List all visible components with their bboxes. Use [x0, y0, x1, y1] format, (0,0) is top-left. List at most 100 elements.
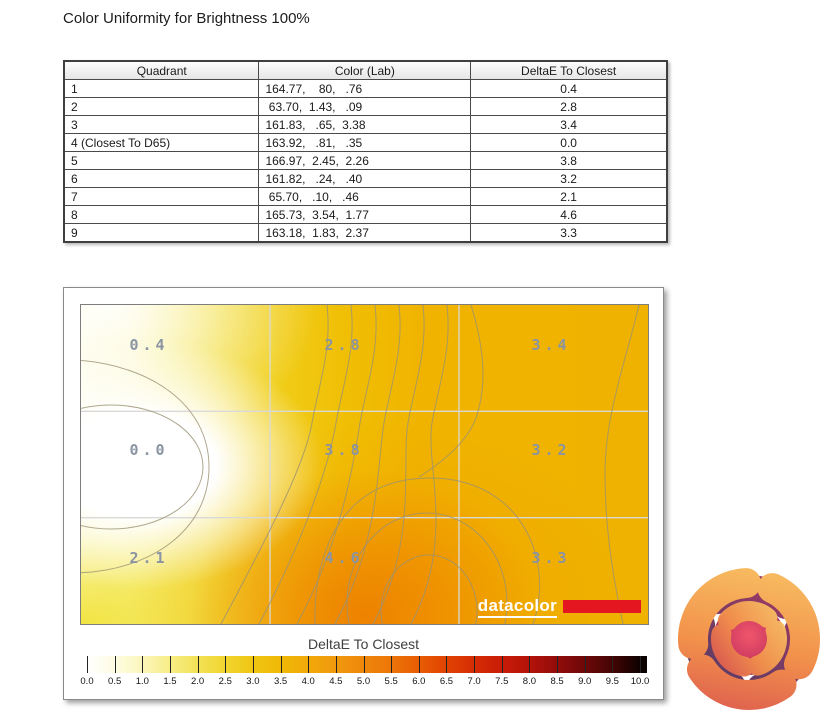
table-row: 7 65.70, .10, .46 2.1 [63, 187, 668, 206]
datacolor-logo-red-bar [563, 600, 641, 613]
brand-swirl-logo [678, 568, 820, 710]
colorbar-tick [557, 656, 559, 673]
cell-delta-e: 2.8 [470, 97, 668, 116]
uniformity-table: Quadrant Color (Lab) DeltaE To Closest 1… [63, 60, 668, 243]
colorbar-tick-label: 1.5 [163, 676, 177, 687]
cell-quadrant: 7 [63, 187, 260, 206]
colorbar-tick-label: 4.0 [301, 676, 315, 687]
colorbar-tick [363, 656, 365, 673]
cell-quadrant: 5 [63, 151, 260, 170]
colorbar-tick-label: 6.0 [412, 676, 426, 687]
colorbar-tick [418, 656, 420, 673]
colorbar-tick [391, 656, 393, 673]
colorbar-tick-label: 10.0 [630, 676, 650, 687]
cell-value: 3.4 [531, 335, 571, 354]
table-row: 9 163.18, 1.83, 2.37 3.3 [63, 223, 668, 243]
colorbar-tick [335, 656, 337, 673]
cell-color-lab: 165.73, 3.54, 1.77 [258, 205, 472, 224]
cell-color-lab: 63.70, 1.43, .09 [258, 97, 472, 116]
cell-quadrant: 8 [63, 205, 260, 224]
cell-value: 0.0 [129, 441, 169, 460]
cell-color-lab: 163.92, .81, .35 [258, 133, 472, 152]
cell-color-lab: 164.77, 80, .76 [258, 79, 472, 98]
colorbar-tick [225, 656, 227, 673]
table-row: 8 165.73, 3.54, 1.77 4.6 [63, 205, 668, 224]
table-row: 3 161.83, .65, 3.38 3.4 [63, 115, 668, 134]
colorbar-title: DeltaE To Closest [307, 636, 419, 652]
cell-value: 3.3 [531, 548, 571, 567]
colorbar-tick-labels: 0.0 0.5 1.0 1.5 2.0 2.5 3.0 3.5 4.0 4.5 5.0 5.5 6.0 6… [80, 676, 650, 689]
colorbar-tick [252, 656, 254, 673]
colorbar-tick-label: 8.5 [550, 676, 564, 687]
colorbar-tick [114, 656, 116, 673]
header-color-lab: Color (Lab) [258, 60, 472, 80]
cell-color-lab: 161.83, .65, 3.38 [258, 115, 472, 134]
cell-color-lab: 161.82, .24, .40 [258, 169, 472, 188]
colorbar-tick [308, 656, 310, 673]
colorbar-tick-label: 1.0 [135, 676, 149, 687]
colorbar-tick [640, 656, 641, 673]
cell-delta-e: 0.0 [470, 133, 668, 152]
colorbar-tick [142, 656, 144, 673]
cell-delta-e: 4.6 [470, 205, 668, 224]
cell-quadrant: 2 [63, 97, 260, 116]
colorbar-tick [474, 656, 476, 673]
colorbar [80, 656, 647, 673]
colorbar-tick [584, 656, 586, 673]
colorbar-tick [87, 656, 88, 673]
colorbar-tick-label: 0.5 [108, 676, 122, 687]
colorbar-tick-label: 6.5 [439, 676, 454, 687]
colorbar-tick [169, 656, 171, 673]
colorbar-tick-label: 5.5 [384, 676, 398, 687]
colorbar-tick-label: 9.5 [605, 676, 619, 687]
table-row: 1 164.77, 80, .76 0.4 [63, 79, 668, 98]
colorbar-tick-label: 0.0 [80, 676, 94, 687]
colorbar-tick-label: 2.5 [218, 676, 232, 687]
cell-color-lab: 65.70, .10, .46 [258, 187, 472, 206]
table-row: 6 161.82, .24, .40 3.2 [63, 169, 668, 188]
quadrant-grid-lines [81, 305, 648, 624]
table-row: 2 63.70, 1.43, .09 2.8 [63, 97, 668, 116]
table-row: 5 166.97, 2.45, 2.26 3.8 [63, 151, 668, 170]
table-row: 4 (Closest To D65) 163.92, .81, .35 0.0 [63, 133, 668, 152]
colorbar-tick [612, 656, 614, 673]
colorbar-tick-label: 4.5 [329, 676, 343, 687]
colorbar-tick-label: 9.0 [578, 676, 592, 687]
colorbar-tick-label: 7.0 [467, 676, 481, 687]
cell-quadrant: 3 [63, 115, 260, 134]
datacolor-logo-text: datacolor [477, 597, 557, 618]
cell-delta-e: 3.8 [470, 151, 668, 170]
header-quadrant: Quadrant [63, 60, 260, 80]
colorbar-tick-label: 7.5 [495, 676, 509, 687]
cell-value: 3.2 [531, 441, 571, 460]
colorbar-tick [197, 656, 199, 673]
colorbar-tick [446, 656, 448, 673]
colorbar-tick [280, 656, 282, 673]
colorbar-tick-label: 3.0 [246, 676, 260, 687]
colorbar-tick-label: 8.0 [522, 676, 536, 687]
page-title: Color Uniformity for Brightness 100% [63, 10, 310, 27]
header-delta-e: DeltaE To Closest [470, 60, 668, 80]
swirl-shapes [678, 568, 820, 710]
cell-value: 4.6 [324, 548, 364, 567]
cell-value: 0.4 [129, 335, 169, 354]
uniformity-heatmap: 0.4 2.8 3.4 0.0 3.8 3.2 2.1 4.6 3.3 datacolor [80, 304, 649, 625]
table-header-row: Quadrant Color (Lab) DeltaE To Closest [63, 60, 668, 80]
cell-value: 2.8 [324, 335, 364, 354]
heatmap-contour-overlay [81, 305, 648, 624]
cell-color-lab: 163.18, 1.83, 2.37 [258, 223, 472, 243]
cell-delta-e: 3.4 [470, 115, 668, 134]
cell-value: 2.1 [129, 548, 169, 567]
chart-frame: 0.4 2.8 3.4 0.0 3.8 3.2 2.1 4.6 3.3 datacolor De… [63, 287, 664, 700]
table-body: 1 164.77, 80, .76 0.4 2 63.70, 1.43, .09 2.8… [63, 79, 668, 243]
table-header: Quadrant Color (Lab) DeltaE To Closest [63, 60, 668, 80]
cell-delta-e: 2.1 [470, 187, 668, 206]
cell-delta-e: 0.4 [470, 79, 668, 98]
cell-quadrant: 1 [63, 79, 260, 98]
colorbar-tick-label: 2.0 [190, 676, 205, 687]
datacolor-logo: datacolor [477, 597, 641, 618]
cell-quadrant: 4 (Closest To D65) [63, 133, 260, 152]
cell-quadrant: 9 [63, 223, 260, 243]
colorbar-tick-label: 5.0 [356, 676, 371, 687]
cell-delta-e: 3.2 [470, 169, 668, 188]
